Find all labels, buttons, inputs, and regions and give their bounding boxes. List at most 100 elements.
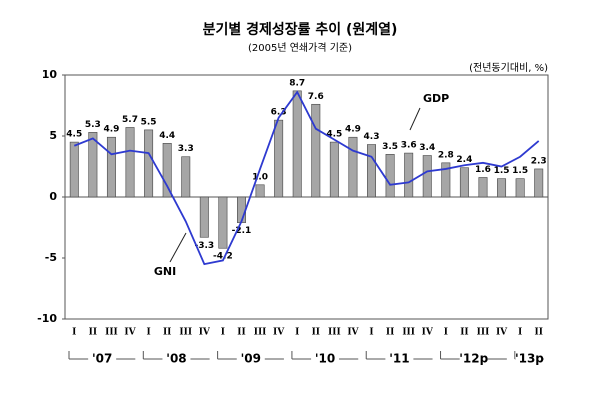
bar: [459, 167, 469, 198]
group-label-bg: [88, 351, 117, 367]
bar: [199, 196, 209, 238]
series-annotation: GNI: [154, 265, 176, 278]
value-label: 4.5: [326, 130, 342, 140]
value-label: 8.7: [289, 78, 305, 88]
bar: [329, 141, 339, 198]
bar: [274, 119, 284, 198]
value-label: -2.1: [232, 226, 252, 236]
bar: [348, 136, 358, 198]
value-label: 3.5: [382, 142, 398, 152]
group-label: '10: [315, 352, 335, 366]
value-label: 3.3: [178, 144, 194, 154]
x-tick-label: I: [72, 328, 76, 338]
x-tick-label: I: [146, 328, 150, 338]
bar: [218, 196, 228, 249]
bar: [534, 168, 544, 198]
value-label: 5.5: [141, 117, 157, 127]
group-label-bg: [385, 351, 414, 367]
value-label: 4.4: [159, 131, 175, 141]
x-tick-label: II: [535, 328, 543, 338]
group-label: '07: [92, 352, 112, 366]
value-label: 4.9: [345, 125, 361, 135]
bar: [292, 90, 302, 198]
chart-subtitle: (2005년 연쇄가격 기준): [248, 41, 352, 54]
bar: [311, 103, 321, 198]
value-label: -4.2: [213, 252, 233, 262]
bar: [441, 162, 451, 198]
value-label: 1.6: [475, 165, 491, 175]
group-label-bg: [311, 351, 340, 367]
x-tick-label: I: [369, 328, 373, 338]
x-tick-label: II: [163, 328, 171, 338]
unit-label: (전년동기대비, %): [469, 62, 548, 74]
x-tick-label: IV: [124, 328, 136, 338]
value-label: 4.9: [103, 125, 119, 135]
value-label: 2.4: [456, 155, 472, 165]
group-label: '09: [241, 352, 261, 366]
bar: [144, 129, 154, 198]
bar: [478, 177, 488, 198]
x-tick-label: II: [237, 328, 245, 338]
group-label-bg: [459, 351, 488, 367]
x-tick-label: IV: [199, 328, 211, 338]
group-label-bg: [236, 351, 265, 367]
x-tick-label: III: [254, 328, 267, 338]
group-label-bg: [162, 351, 191, 367]
bar: [69, 141, 79, 198]
value-label: 4.3: [364, 132, 380, 142]
bar: [125, 127, 135, 198]
value-label: 4.5: [66, 130, 82, 140]
annotation-leader: [169, 232, 187, 263]
y-tick-label: -10: [37, 312, 57, 325]
x-tick-label: I: [295, 328, 299, 338]
x-tick-label: III: [477, 328, 490, 338]
x-tick-label: III: [179, 328, 192, 338]
bar: [255, 184, 265, 198]
bar: [106, 136, 116, 198]
value-label: 1.0: [252, 172, 268, 182]
y-tick-label: 10: [42, 68, 58, 81]
x-tick-label: I: [518, 328, 522, 338]
series-annotation: GDP: [423, 92, 449, 105]
y-tick-label: 5: [49, 129, 57, 142]
value-label: -3.3: [194, 241, 214, 251]
annotation-leader: [409, 107, 421, 131]
bar: [181, 156, 191, 198]
bar: [367, 144, 376, 198]
x-tick-label: II: [89, 328, 97, 338]
value-label: 2.3: [531, 156, 547, 166]
value-label: 1.5: [512, 166, 528, 176]
x-tick-label: IV: [422, 328, 434, 338]
x-tick-label: III: [328, 328, 341, 338]
chart-title: 분기별 경제성장률 추이 (원계열): [203, 21, 398, 38]
value-label: 5.7: [122, 115, 138, 125]
bar: [422, 155, 432, 198]
group-label: '08: [166, 352, 186, 366]
value-label: 7.6: [308, 92, 324, 102]
x-tick-label: IV: [273, 328, 285, 338]
value-label: 6.3: [271, 108, 287, 118]
group-label: '12p: [459, 352, 488, 366]
bar: [162, 143, 172, 198]
bar: [515, 178, 525, 198]
x-tick-label: II: [460, 328, 468, 338]
value-label: 2.8: [438, 150, 454, 160]
x-tick-label: II: [386, 328, 394, 338]
bar: [385, 154, 395, 198]
value-label: 3.6: [401, 141, 417, 151]
x-tick-label: III: [402, 328, 415, 338]
bar: [497, 178, 507, 198]
x-tick-label: I: [221, 328, 225, 338]
x-tick-label: IV: [347, 328, 359, 338]
value-label: 5.3: [85, 120, 101, 130]
x-tick-label: IV: [496, 328, 508, 338]
value-label: 1.5: [494, 166, 510, 176]
y-tick-label: -5: [45, 251, 57, 264]
value-label: 3.4: [419, 143, 435, 153]
y-tick-label: 0: [49, 190, 57, 203]
group-label: '11: [389, 352, 409, 366]
bar: [404, 152, 414, 198]
x-tick-label: I: [444, 328, 448, 338]
group-label-bg: [515, 351, 544, 367]
